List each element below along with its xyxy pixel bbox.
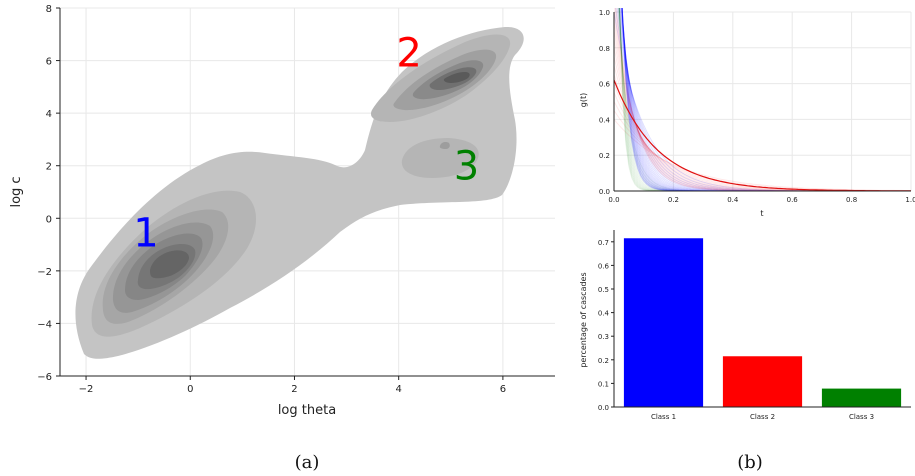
x-tick-label-b: 0.6 xyxy=(787,196,799,204)
kernel-curve-class1 xyxy=(621,8,911,191)
kernel-curve-class1 xyxy=(621,8,911,191)
kernel-curve-class1 xyxy=(621,8,911,191)
y-tick-label: 6 xyxy=(46,57,52,68)
y-axis-label-c: percentage of cascades xyxy=(579,272,588,367)
y-axis-label-b: g(t) xyxy=(579,93,588,107)
x-axis-label-a: log theta xyxy=(278,403,336,418)
cluster-labels: 1 2 3 xyxy=(133,30,479,256)
kernel-curve-class3 xyxy=(618,8,911,191)
x-axis-label-b: t xyxy=(760,209,763,218)
y-tick-label-b: 0.8 xyxy=(599,45,610,53)
y-axis-label-a: log c xyxy=(9,176,24,207)
y-tick-label: 0 xyxy=(46,214,52,225)
cluster-label: 1 xyxy=(133,210,158,256)
bar xyxy=(623,238,704,407)
highlighted-kernel-curve xyxy=(614,79,911,191)
class-bar-chart: 0.0 0.1 0.2 0.3 0.4 0.5 0.6 0.7 Class 1 Class 2 Cl… xyxy=(579,230,911,473)
x-tick-label: 2 xyxy=(291,384,297,395)
kernel-curve-class2 xyxy=(614,47,911,191)
axes-b: 0.0 0.2 0.4 0.6 0.8 1.0 0.0 0.2 0.4 0.6 0.8 1.0 xyxy=(599,9,915,204)
cluster-label: 2 xyxy=(396,30,421,76)
kernel-curve-class1 xyxy=(621,8,911,191)
category-label: Class 1 xyxy=(651,413,676,421)
kernel-curve-class1 xyxy=(621,8,911,191)
y-tick-label-c: 0.2 xyxy=(598,357,609,365)
x-tick-label-b: 1.0 xyxy=(905,196,915,204)
kernel-curve-class1 xyxy=(620,8,911,191)
y-tick-label: 8 xyxy=(46,4,52,15)
kernel-curve-class1 xyxy=(621,8,911,191)
density-level-7 xyxy=(150,250,189,279)
y-tick-label-b: 1.0 xyxy=(599,9,610,17)
kernel-curve-class1 xyxy=(620,8,911,191)
density-contour-plot: −2 0 2 4 6 −6 −4 −2 0 2 4 6 8 1 2 3 log theta log c (a… xyxy=(9,4,555,473)
kernel-curve-class1 xyxy=(621,8,911,191)
category-label: Class 2 xyxy=(750,413,775,421)
kernel-curve-class1 xyxy=(617,8,911,191)
kernel-curve-class1 xyxy=(621,8,911,191)
y-tick-label-b: 0.4 xyxy=(599,116,611,124)
kernel-curve-class1 xyxy=(621,8,911,191)
x-tick-label: 0 xyxy=(187,384,193,395)
bars xyxy=(623,238,902,407)
kernel-curve-class1 xyxy=(621,8,911,191)
category-label: Class 3 xyxy=(849,413,874,421)
density-level-2c xyxy=(401,138,479,178)
y-tick-label-c: 0.7 xyxy=(598,239,609,247)
y-tick-label: −4 xyxy=(37,319,52,330)
y-tick-label-c: 0.6 xyxy=(598,262,610,270)
kernel-curve-class1 xyxy=(621,8,911,191)
kernel-curve-class3 xyxy=(618,8,911,191)
x-tick-label: −2 xyxy=(79,384,94,395)
kernel-curve-class3 xyxy=(617,8,911,191)
kernel-curves xyxy=(614,8,911,191)
kernel-curve-class1 xyxy=(621,8,911,191)
kernel-curve-class1 xyxy=(621,8,911,191)
y-tick-label-b: 0.0 xyxy=(599,188,610,196)
kernel-curve-class2 xyxy=(614,56,911,191)
density-level-3c xyxy=(439,142,450,149)
y-tick-label: 4 xyxy=(46,109,52,120)
y-tick-label-c: 0.5 xyxy=(598,286,609,294)
y-tick-label: 2 xyxy=(46,162,52,173)
kernel-curve-class2 xyxy=(614,119,911,191)
caption-b: (b) xyxy=(737,452,763,473)
density-contours xyxy=(75,26,524,359)
kernel-curve-class1 xyxy=(621,8,911,191)
axes-c: 0.0 0.1 0.2 0.3 0.4 0.5 0.6 0.7 Class 1 Class 2 Cl… xyxy=(598,230,911,421)
gt-decay-plot: 0.0 0.2 0.4 0.6 0.8 1.0 0.0 0.2 0.4 0.6 0.8 1.0 t g… xyxy=(579,8,915,218)
y-tick-label-c: 0.1 xyxy=(598,380,609,388)
kernel-curve-class1 xyxy=(621,8,911,191)
kernel-curve-class1 xyxy=(619,8,911,191)
kernel-curve-class3 xyxy=(618,8,911,191)
x-tick-label-b: 0.4 xyxy=(727,196,739,204)
x-tick-label-b: 0.8 xyxy=(846,196,857,204)
kernel-curve-class1 xyxy=(621,8,911,191)
bar xyxy=(722,356,803,407)
kernel-curve-class1 xyxy=(614,11,911,191)
y-tick-label-c: 0.4 xyxy=(598,310,610,318)
x-tick-label: 4 xyxy=(395,384,401,395)
y-tick-label-b: 0.2 xyxy=(599,152,610,160)
kernel-curve-class3 xyxy=(618,8,911,191)
caption-a: (a) xyxy=(295,452,320,473)
bar xyxy=(821,388,902,407)
kernel-curve-class2 xyxy=(614,65,911,191)
axes-a: −2 0 2 4 6 −6 −4 −2 0 2 4 6 8 xyxy=(37,4,555,395)
x-tick-label-b: 0.2 xyxy=(668,196,679,204)
cluster-label: 3 xyxy=(454,143,479,189)
density-level-6b xyxy=(443,72,470,83)
y-tick-label: −6 xyxy=(37,372,52,383)
y-tick-label-b: 0.6 xyxy=(599,81,611,89)
y-tick-label: −2 xyxy=(37,267,52,278)
kernel-curve-class1 xyxy=(615,8,911,191)
kernel-curve-class1 xyxy=(620,8,911,191)
x-tick-label-b: 0.0 xyxy=(608,196,619,204)
y-tick-label-c: 0.0 xyxy=(598,404,609,412)
x-tick-label: 6 xyxy=(500,384,506,395)
y-tick-label-c: 0.3 xyxy=(598,333,609,341)
